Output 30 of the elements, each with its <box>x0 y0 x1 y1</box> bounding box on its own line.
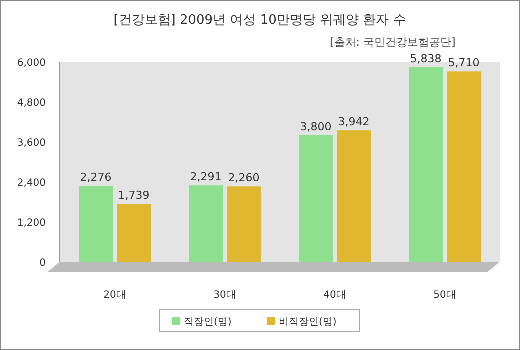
data-label: 3,942 <box>338 116 370 129</box>
bar <box>227 186 261 262</box>
legend-label: 비직장인(명) <box>279 317 337 328</box>
bar <box>79 186 113 262</box>
bar <box>337 130 371 262</box>
y-tick-label: 3,600 <box>17 138 46 149</box>
x-tick-label: 50대 <box>434 290 456 301</box>
x-tick-label: 20대 <box>104 290 126 301</box>
legend-label: 직장인(명) <box>184 317 232 328</box>
x-tick-label: 40대 <box>324 290 346 301</box>
bar <box>117 204 151 262</box>
bar <box>447 72 481 262</box>
data-label: 2,291 <box>190 170 222 184</box>
data-label: 2,260 <box>228 172 260 185</box>
chart-subtitle: [출처: 국민건강보험공단] <box>330 36 456 49</box>
data-label: 1,739 <box>118 189 150 202</box>
bar <box>409 67 443 262</box>
y-tick-label: 1,200 <box>17 218 46 229</box>
data-label: 5,838 <box>410 52 442 66</box>
bar <box>189 186 223 262</box>
chart-title: [건강보험] 2009년 여성 10만명당 위궤양 환자 수 <box>114 13 406 28</box>
bar <box>299 135 333 262</box>
y-tick-label: 6,000 <box>17 58 46 69</box>
data-label: 5,710 <box>448 56 480 70</box>
y-tick-label: 4,800 <box>17 98 46 109</box>
x-tick-label: 30대 <box>214 290 236 301</box>
data-label: 3,800 <box>300 120 332 134</box>
y-tick-label: 0 <box>40 258 46 269</box>
data-label: 2,276 <box>80 171 112 184</box>
y-tick-label: 2,400 <box>17 178 46 189</box>
